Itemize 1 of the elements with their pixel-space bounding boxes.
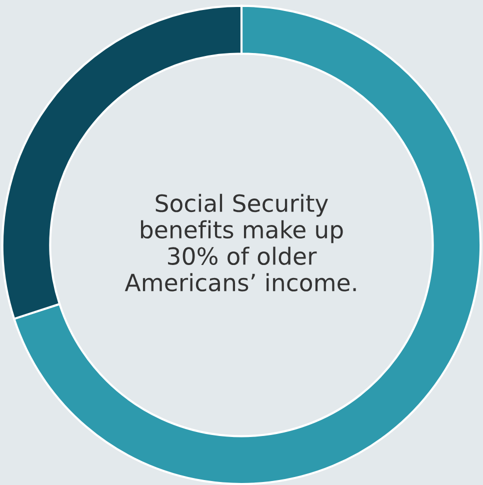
text: Social Security benefits make up 30% of older Americans’ income. [124, 194, 356, 292]
